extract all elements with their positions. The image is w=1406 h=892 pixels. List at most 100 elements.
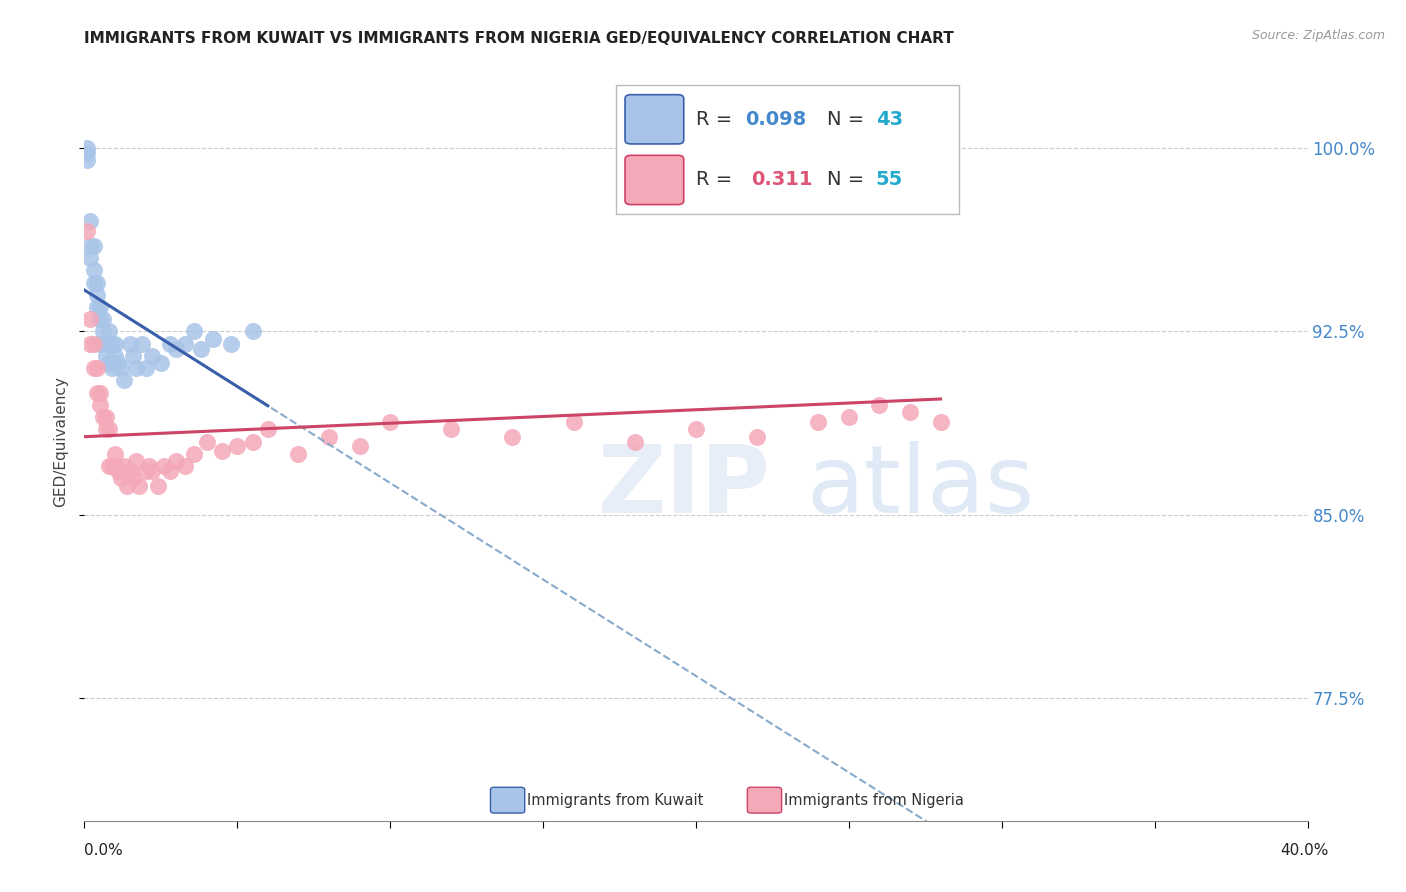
Point — [440, 422, 463, 436]
Text: IMMIGRANTS FROM KUWAIT VS IMMIGRANTS FROM NIGERIA GED/EQUIVALENCY CORRELATION CH: IMMIGRANTS FROM KUWAIT VS IMMIGRANTS FRO… — [84, 31, 955, 46]
Text: N =: N = — [827, 110, 870, 128]
Point — [135, 464, 157, 478]
Point — [104, 458, 127, 473]
Point — [159, 464, 181, 478]
Text: ZIP: ZIP — [598, 441, 770, 533]
FancyBboxPatch shape — [616, 85, 959, 214]
Point — [104, 336, 127, 351]
Point — [159, 336, 181, 351]
Point — [141, 349, 163, 363]
Text: atlas: atlas — [806, 441, 1035, 533]
Point — [101, 361, 124, 376]
Point — [146, 478, 169, 492]
Point — [869, 398, 891, 412]
Point — [929, 415, 952, 429]
Point — [190, 342, 212, 356]
Point — [83, 336, 105, 351]
Point — [183, 325, 205, 339]
Point — [110, 361, 132, 376]
Y-axis label: GED/Equivalency: GED/Equivalency — [53, 376, 69, 507]
Point — [807, 415, 830, 429]
Point — [91, 410, 114, 425]
Point — [562, 415, 585, 429]
Point — [79, 214, 101, 228]
Point — [107, 356, 129, 370]
Text: 55: 55 — [876, 170, 903, 189]
Point — [91, 312, 114, 326]
Point — [107, 464, 129, 478]
Point — [94, 349, 117, 363]
Point — [287, 447, 309, 461]
Text: N =: N = — [827, 170, 870, 189]
Point — [898, 405, 921, 419]
Text: R =: R = — [696, 170, 745, 189]
Point — [83, 239, 105, 253]
Point — [89, 398, 111, 412]
Point — [83, 361, 105, 376]
Point — [89, 385, 111, 400]
Text: 0.311: 0.311 — [751, 170, 813, 189]
Point — [174, 458, 197, 473]
Point — [112, 373, 135, 387]
Text: 43: 43 — [876, 110, 903, 128]
Text: Immigrants from Kuwait: Immigrants from Kuwait — [527, 793, 703, 807]
Text: R =: R = — [696, 110, 738, 128]
Point — [86, 361, 108, 376]
Point — [502, 430, 524, 444]
Point — [104, 349, 127, 363]
Point — [257, 422, 280, 436]
Point — [219, 336, 242, 351]
Point — [86, 276, 108, 290]
Point — [211, 444, 233, 458]
Point — [125, 361, 148, 376]
Point — [112, 458, 135, 473]
Point — [174, 336, 197, 351]
Text: Immigrants from Nigeria: Immigrants from Nigeria — [785, 793, 965, 807]
Point — [838, 410, 860, 425]
Point — [101, 336, 124, 351]
Point — [165, 342, 187, 356]
Point — [226, 439, 249, 453]
FancyBboxPatch shape — [626, 95, 683, 144]
Point — [624, 434, 647, 449]
FancyBboxPatch shape — [491, 788, 524, 814]
Point — [89, 336, 111, 351]
Point — [97, 325, 120, 339]
Point — [201, 332, 224, 346]
Point — [135, 361, 157, 376]
Point — [76, 145, 98, 160]
Point — [149, 356, 172, 370]
Point — [242, 325, 264, 339]
Text: 40.0%: 40.0% — [1281, 843, 1329, 858]
Point — [94, 422, 117, 436]
Point — [183, 447, 205, 461]
Point — [120, 464, 142, 478]
Point — [138, 458, 160, 473]
Point — [97, 422, 120, 436]
Point — [115, 478, 138, 492]
Point — [838, 165, 860, 179]
FancyBboxPatch shape — [626, 155, 683, 204]
Point — [91, 325, 114, 339]
Point — [76, 153, 98, 168]
Text: Source: ZipAtlas.com: Source: ZipAtlas.com — [1251, 29, 1385, 42]
Point — [122, 471, 145, 485]
Point — [83, 263, 105, 277]
Point — [125, 454, 148, 468]
FancyBboxPatch shape — [748, 788, 782, 814]
Point — [94, 410, 117, 425]
Point — [76, 224, 98, 238]
Point — [83, 276, 105, 290]
Point — [79, 336, 101, 351]
Point — [165, 454, 187, 468]
Point — [380, 415, 402, 429]
Point — [79, 239, 101, 253]
Point — [89, 312, 111, 326]
Point — [120, 336, 142, 351]
Point — [89, 300, 111, 314]
Point — [318, 430, 340, 444]
Point — [195, 434, 218, 449]
Point — [97, 458, 120, 473]
Point — [104, 447, 127, 461]
Point — [97, 356, 120, 370]
